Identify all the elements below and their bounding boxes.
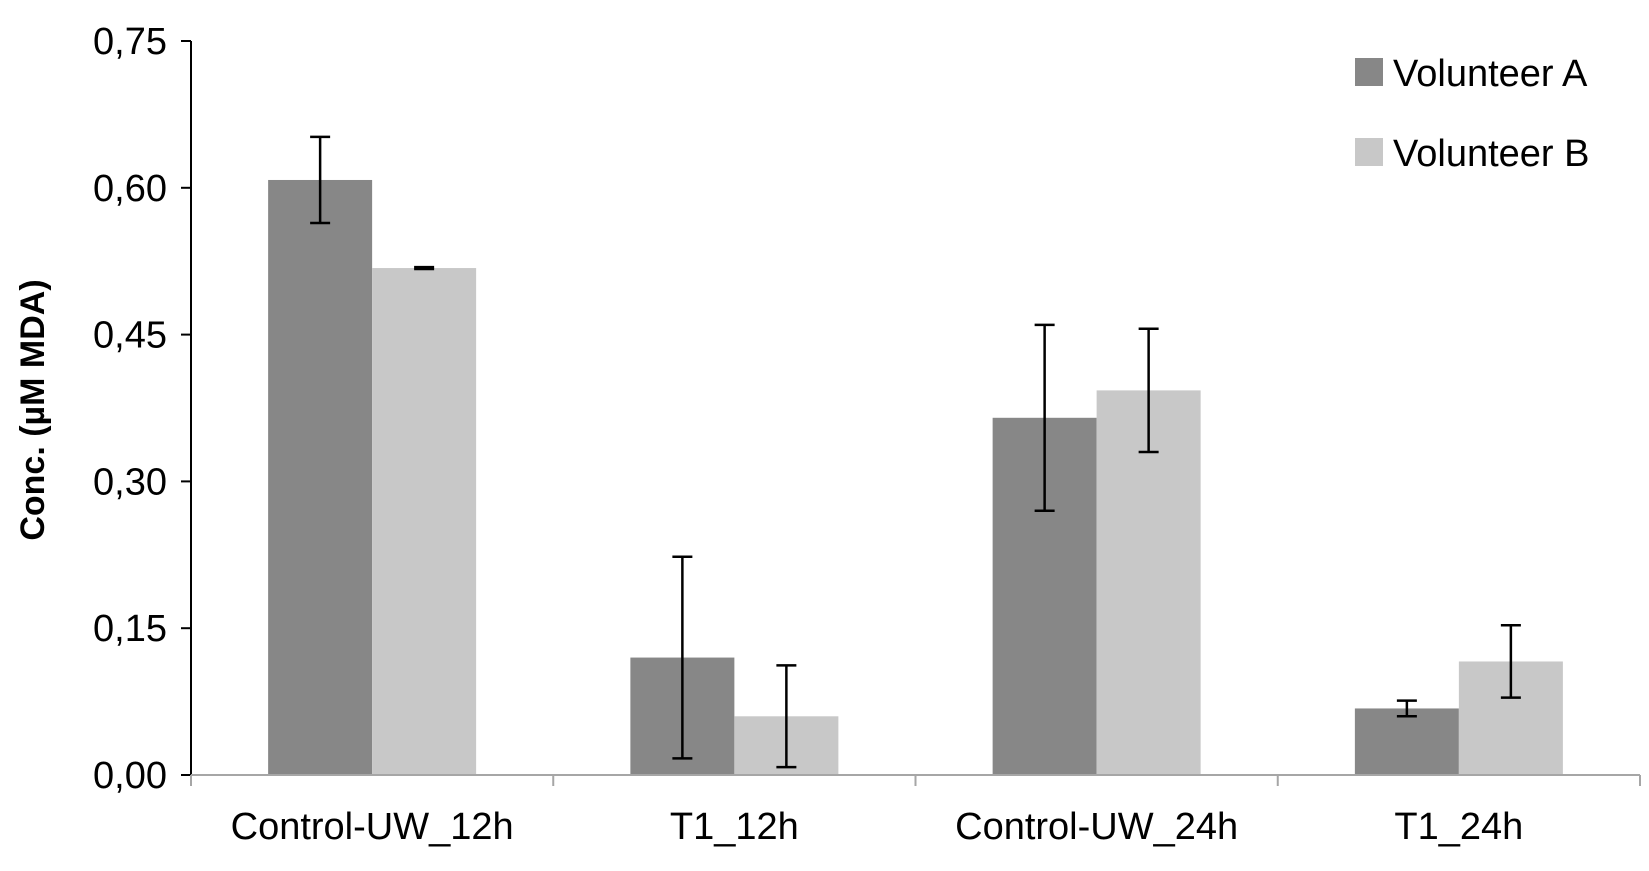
x-category-label: T1_24h — [1394, 806, 1523, 848]
bars — [268, 179, 1563, 775]
y-tick-label: 0,00 — [93, 755, 167, 797]
y-tick-label: 0,30 — [93, 461, 167, 503]
legend-label: Volunteer B — [1393, 133, 1589, 175]
error-bars — [310, 135, 1521, 769]
y-tick-label: 0,60 — [93, 168, 167, 210]
bar — [1096, 390, 1201, 775]
x-axis-labels: Control-UW_12h T1_12h Control-UW_24h T1_24h — [231, 806, 1524, 848]
x-category-label: Control-UW_24h — [955, 806, 1238, 848]
legend-swatch — [1355, 138, 1383, 166]
y-axis-ticks: 0,00 0,15 0,30 0,45 0,60 0,75 — [93, 21, 191, 797]
bar — [268, 179, 373, 775]
bar — [1354, 708, 1459, 775]
x-category-label: T1_12h — [670, 806, 799, 848]
x-category-label: Control-UW_12h — [231, 806, 514, 848]
y-tick-label: 0,15 — [93, 608, 167, 650]
legend-label: Volunteer A — [1393, 53, 1588, 95]
legend: Volunteer A Volunteer B — [1355, 53, 1589, 175]
legend-swatch — [1355, 58, 1383, 86]
y-tick-label: 0,75 — [93, 21, 167, 63]
y-axis-title: Conc. (µM MDA) — [14, 279, 52, 540]
y-tick-label: 0,45 — [93, 315, 167, 357]
axes — [190, 41, 1641, 786]
bar — [372, 268, 477, 775]
